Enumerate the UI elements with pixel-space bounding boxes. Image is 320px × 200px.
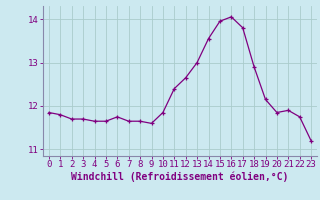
X-axis label: Windchill (Refroidissement éolien,°C): Windchill (Refroidissement éolien,°C)	[71, 172, 289, 182]
